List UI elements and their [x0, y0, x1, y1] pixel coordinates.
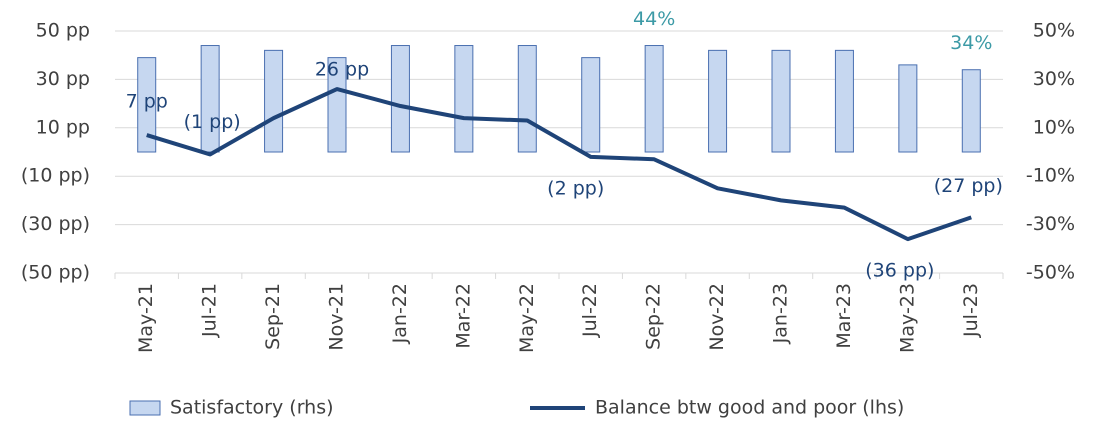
y-tick-label: (50 pp): [21, 262, 90, 284]
bar: [327, 57, 347, 153]
bar: [581, 57, 601, 153]
legend-swatch: [129, 400, 161, 416]
y-tick-label: (30 pp): [21, 213, 90, 235]
x-tick-label: Jul-22: [579, 283, 601, 338]
bar: [200, 45, 220, 153]
y-tick-label: 50 pp: [36, 20, 90, 42]
x-tick-label: May-23: [896, 283, 918, 353]
y2-tick-label: 50%: [1033, 20, 1075, 42]
x-tick-label: Jul-23: [960, 283, 982, 338]
line-value-label: 7 pp: [126, 91, 168, 113]
x-tick-label: Jan-23: [770, 283, 792, 344]
line-value-label: (36 pp): [865, 260, 934, 282]
x-tick-label: Sep-21: [262, 283, 284, 350]
y2-tick-label: 30%: [1033, 68, 1075, 90]
y-tick-label: 10 pp: [36, 116, 90, 138]
bar: [834, 49, 854, 153]
y2-tick-label: -50%: [1026, 262, 1075, 284]
bar: [898, 64, 918, 153]
x-tick-label: Mar-23: [833, 283, 855, 349]
bar-value-label: 34%: [950, 32, 992, 54]
x-tick-label: Sep-22: [643, 283, 665, 350]
bar: [771, 49, 791, 153]
y-tick-label: 30 pp: [36, 68, 90, 90]
bar: [137, 57, 157, 153]
bar: [517, 45, 537, 153]
line-value-label: (1 pp): [184, 111, 241, 133]
y-tick-label: (10 pp): [21, 165, 90, 187]
bar: [708, 49, 728, 153]
y2-tick-label: -30%: [1026, 213, 1075, 235]
line: [146, 87, 972, 242]
x-tick-label: May-22: [516, 283, 538, 353]
bar: [390, 45, 410, 153]
y2-tick-label: 10%: [1033, 116, 1075, 138]
bar: [454, 45, 474, 153]
bar: [644, 45, 664, 153]
line-value-label: 26 pp: [315, 59, 369, 81]
line-value-label: (2 pp): [547, 177, 604, 199]
x-tick-label: Mar-22: [452, 283, 474, 349]
x-tick-label: Jan-22: [389, 283, 411, 344]
y2-tick-label: -10%: [1026, 165, 1075, 187]
x-tick-label: Nov-21: [326, 283, 348, 351]
bar: [264, 49, 284, 153]
bar: [961, 69, 981, 153]
x-tick-label: May-21: [135, 283, 157, 353]
line-value-label: (27 pp): [934, 175, 1003, 197]
legend-label: Balance btw good and poor (lhs): [595, 397, 904, 419]
bar-value-label: 44%: [633, 8, 675, 30]
legend-label: Satisfactory (rhs): [170, 397, 334, 419]
x-tick-label: Nov-22: [706, 283, 728, 351]
x-tick-label: Jul-21: [199, 283, 221, 338]
